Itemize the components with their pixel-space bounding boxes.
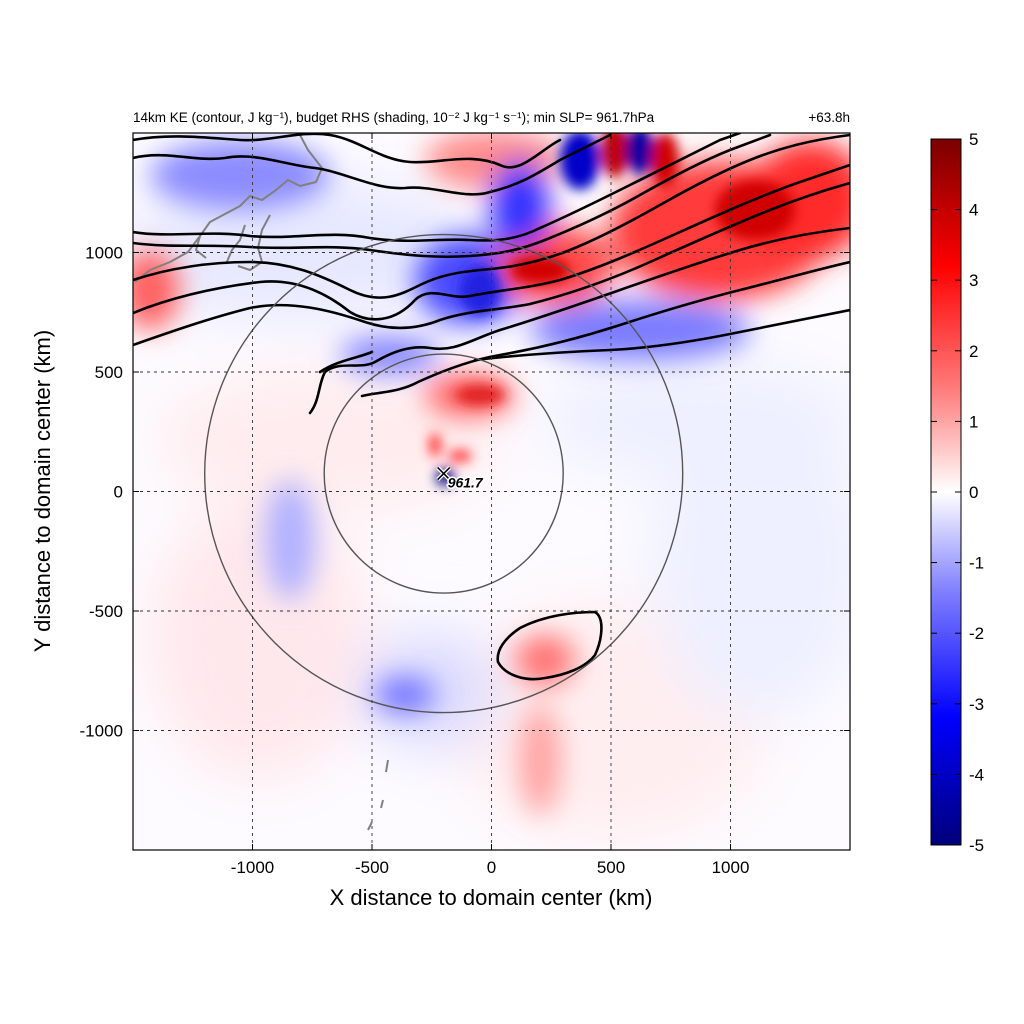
colorbar-tick-label: 0 — [969, 483, 978, 502]
shade-patch — [455, 385, 505, 405]
colorbar-tick-label: 2 — [969, 342, 978, 361]
shade-patch — [429, 433, 441, 457]
ke-contour — [308, 226, 850, 415]
y-tick-label: -500 — [89, 602, 123, 621]
colorbar-tick-label: -2 — [969, 624, 984, 643]
ke-contour — [133, 133, 612, 196]
min-slp-label: 961.7 — [448, 475, 484, 491]
forecast-hour: +63.8h — [808, 110, 850, 125]
ke-contour — [133, 133, 742, 243]
coastline-island — [195, 235, 207, 259]
y-tick-label: 1000 — [85, 244, 123, 263]
x-tick-label: 500 — [597, 858, 625, 877]
ke-contour — [133, 133, 562, 169]
colorbar-tick-label: -1 — [969, 554, 984, 573]
shade-patch — [375, 677, 435, 713]
coastline-island — [237, 214, 271, 271]
grid-lines — [133, 133, 850, 850]
shade-patch — [530, 300, 750, 360]
ke-contour — [318, 350, 374, 374]
range-rings — [204, 233, 684, 714]
colorbar-tick-label: 3 — [969, 271, 978, 290]
y-tick-label: -1000 — [80, 722, 123, 741]
shade-patch — [448, 450, 472, 462]
shade-patch — [490, 160, 550, 250]
shade-patch — [460, 265, 500, 315]
shade-patch — [520, 705, 560, 815]
coastline-main — [134, 134, 323, 283]
colorbar-tick-label: 1 — [969, 412, 978, 431]
colorbar-ticks: 5 4 3 2 1 0 -1 -2 -3 -4 -5 — [931, 130, 984, 855]
shade-patch — [601, 133, 629, 178]
ke-contour-closed — [496, 610, 603, 681]
shade-patch — [150, 140, 330, 210]
shade-patch — [265, 480, 315, 600]
colorbar-tick-label: 4 — [969, 201, 978, 220]
x-tick-label: -1000 — [231, 858, 274, 877]
ke-contour — [133, 133, 772, 259]
ke-contour — [133, 181, 850, 347]
colorbar-tick-label: 5 — [969, 130, 978, 149]
storm-center-marker: 961.7 — [436, 466, 485, 492]
chart-title: 14km KE (contour, J kg⁻¹), budget RHS (s… — [133, 110, 655, 125]
range-ring-1000km — [204, 233, 684, 714]
x-tick-label: 1000 — [712, 858, 750, 877]
shading-field — [133, 133, 850, 840]
shade-patch — [150, 500, 370, 780]
shade-patch — [651, 133, 679, 188]
ke-contour — [360, 260, 850, 398]
storm-x-icon — [437, 467, 451, 481]
range-ring-500km — [323, 353, 564, 594]
y-tick-label: 500 — [95, 363, 123, 382]
colorbar-tick-label: -3 — [969, 695, 984, 714]
shade-patch — [515, 635, 575, 685]
ke-contour — [133, 163, 850, 321]
ke-contours — [133, 133, 850, 681]
y-axis-label: Y distance to domain center (km) — [30, 330, 55, 652]
shade-patch — [160, 370, 500, 510]
y-axis-ticks: -1000 -500 0 500 1000 — [80, 244, 850, 741]
colorbar-tick-label: -4 — [969, 765, 984, 784]
x-axis-ticks: -1000 -500 0 500 1000 — [231, 133, 750, 877]
shade-patch — [540, 360, 850, 480]
y-tick-label: 0 — [114, 483, 123, 502]
shade-patch — [626, 133, 654, 175]
coastline-islets — [367, 759, 389, 831]
shade-patch — [650, 400, 850, 720]
x-tick-label: 0 — [487, 858, 496, 877]
shade-patch — [560, 133, 600, 190]
ke-contour — [473, 308, 850, 362]
shade-patch — [133, 180, 480, 320]
x-tick-label: -500 — [355, 858, 389, 877]
colorbar-tick-label: -5 — [969, 836, 984, 855]
x-axis-label: X distance to domain center (km) — [330, 885, 653, 910]
